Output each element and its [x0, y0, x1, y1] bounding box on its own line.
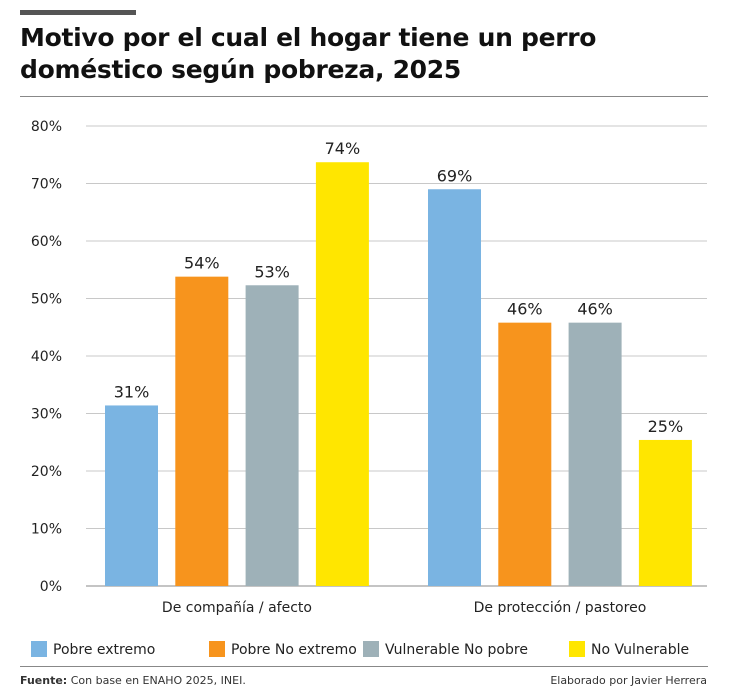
y-tick-label: 30%: [31, 407, 62, 423]
bar-value-label: 25%: [648, 417, 684, 436]
legend-label: Vulnerable No pobre: [385, 642, 528, 658]
legend-label: Pobre No extremo: [231, 642, 357, 658]
bar-value-label: 54%: [184, 254, 220, 273]
bar: [245, 285, 299, 586]
source-text: Con base en ENAHO 2025, INEI.: [70, 674, 246, 687]
title-accent-bar: [20, 10, 136, 15]
legend-swatch: [569, 641, 585, 657]
data-labels: 31% 54% 53% 74% 69% 46% 46% 25%: [114, 139, 683, 436]
legend-label: No Vulnerable: [591, 642, 689, 658]
y-tick-label: 10%: [31, 522, 62, 538]
legend-swatch: [209, 641, 225, 657]
footer-divider: [20, 666, 708, 667]
bar-value-label: 74%: [325, 139, 361, 158]
bar: [638, 439, 692, 586]
category-label: De protección / pastoreo: [474, 600, 647, 616]
bar: [568, 322, 622, 586]
chart-title: Motivo por el cual el hogar tiene un per…: [20, 23, 597, 84]
y-tick-label: 50%: [31, 292, 62, 308]
source-note: Fuente: Con base en ENAHO 2025, INEI.: [20, 674, 246, 687]
bar: [428, 189, 481, 586]
bars: [105, 162, 692, 586]
title-divider: [20, 96, 708, 97]
credit-note: Elaborado por Javier Herrera: [550, 674, 707, 687]
y-tick-label: 0%: [40, 579, 62, 595]
legend-label: Pobre extremo: [53, 642, 155, 658]
bar-value-label: 53%: [254, 262, 290, 281]
y-axis-ticks: 0% 10% 20% 30% 40% 50% 60% 70% 80%: [31, 119, 62, 595]
y-tick-label: 80%: [31, 119, 62, 135]
bar: [315, 162, 369, 586]
bar: [105, 405, 158, 586]
bar-value-label: 46%: [577, 300, 613, 319]
y-tick-label: 40%: [31, 349, 62, 365]
legend-swatch: [31, 641, 47, 657]
y-tick-label: 20%: [31, 464, 62, 480]
y-tick-label: 60%: [31, 234, 62, 250]
source-label: Fuente:: [20, 674, 68, 687]
bar-value-label: 31%: [114, 382, 150, 401]
y-tick-label: 70%: [31, 177, 62, 193]
bar-value-label: 69%: [437, 166, 473, 185]
category-labels: De compañía / afecto De protección / past…: [162, 600, 646, 616]
legend: Pobre extremo Pobre No extremo Vulnerable …: [31, 641, 689, 658]
category-label: De compañía / afecto: [162, 600, 312, 616]
bar-value-label: 46%: [507, 300, 543, 319]
bar: [175, 276, 229, 586]
bar: [498, 322, 552, 586]
bar-chart: 0% 10% 20% 30% 40% 50% 60% 70% 80% 31% 54% 53% 74% 6…: [31, 119, 707, 658]
legend-swatch: [363, 641, 379, 657]
